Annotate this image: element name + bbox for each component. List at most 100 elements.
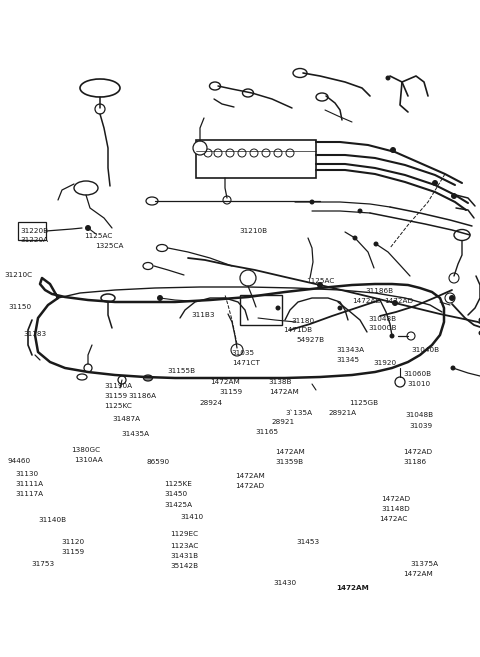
Text: 31753: 31753 — [31, 560, 54, 567]
Text: 31450: 31450 — [164, 491, 187, 497]
Text: 28921: 28921 — [271, 419, 294, 426]
Circle shape — [231, 344, 243, 356]
Circle shape — [451, 365, 456, 371]
Ellipse shape — [454, 229, 470, 240]
Ellipse shape — [80, 79, 120, 97]
Circle shape — [118, 376, 126, 384]
Text: 31120: 31120 — [61, 539, 84, 545]
Text: 31425A: 31425A — [164, 501, 192, 508]
Text: 1125GB: 1125GB — [349, 399, 379, 406]
Ellipse shape — [101, 294, 115, 302]
Circle shape — [226, 149, 234, 157]
Text: 31210C: 31210C — [5, 271, 33, 278]
Text: 31148D: 31148D — [382, 506, 410, 512]
Circle shape — [479, 317, 480, 323]
Circle shape — [407, 332, 415, 340]
Circle shape — [390, 147, 396, 153]
Circle shape — [157, 295, 163, 301]
Bar — [18, 222, 46, 240]
Text: 1310AA: 1310AA — [74, 457, 103, 463]
Text: 31410: 31410 — [180, 514, 203, 520]
Circle shape — [85, 225, 91, 231]
Text: 31159: 31159 — [220, 389, 243, 396]
Text: 1472AD: 1472AD — [352, 298, 381, 304]
Text: 31010: 31010 — [407, 381, 430, 388]
Text: 1471DB: 1471DB — [283, 327, 312, 334]
Text: 1125AC: 1125AC — [306, 278, 335, 284]
Text: 31431B: 31431B — [170, 553, 199, 559]
Circle shape — [449, 273, 459, 283]
Text: 31186A: 31186A — [129, 393, 157, 399]
Circle shape — [358, 208, 362, 214]
Text: 1472AM: 1472AM — [275, 449, 305, 455]
Text: 31375A: 31375A — [410, 560, 439, 567]
Text: 1472AM: 1472AM — [403, 570, 433, 577]
Text: 28924: 28924 — [199, 399, 222, 406]
Text: 31140B: 31140B — [38, 517, 67, 524]
Ellipse shape — [144, 375, 153, 381]
Text: 3138B: 3138B — [269, 379, 292, 386]
Circle shape — [432, 180, 438, 186]
Circle shape — [337, 306, 343, 311]
Text: 31487A: 31487A — [113, 415, 141, 422]
Text: 1472AC: 1472AC — [379, 516, 408, 522]
Circle shape — [392, 300, 398, 306]
Circle shape — [310, 200, 314, 204]
Text: 1472AM: 1472AM — [210, 379, 240, 386]
Circle shape — [238, 149, 246, 157]
Text: 31345: 31345 — [336, 357, 359, 363]
Text: 31435A: 31435A — [121, 430, 150, 437]
Text: 31155B: 31155B — [167, 368, 195, 374]
Text: 1380GC: 1380GC — [71, 447, 100, 453]
Text: 1472AD: 1472AD — [403, 449, 432, 455]
Circle shape — [352, 235, 358, 240]
Ellipse shape — [242, 89, 253, 97]
Circle shape — [262, 149, 270, 157]
Circle shape — [449, 295, 455, 301]
Circle shape — [286, 149, 294, 157]
Text: 31186B: 31186B — [366, 288, 394, 294]
Circle shape — [445, 293, 455, 303]
Circle shape — [95, 104, 105, 114]
Text: 35142B: 35142B — [170, 562, 199, 569]
Circle shape — [389, 334, 395, 338]
Text: 31048B: 31048B — [369, 315, 397, 322]
Text: 31183: 31183 — [23, 330, 46, 337]
Text: 31111A: 31111A — [15, 481, 44, 487]
Text: 31186: 31186 — [403, 459, 426, 465]
Text: 1125KC: 1125KC — [105, 403, 132, 409]
Ellipse shape — [146, 197, 158, 205]
Text: 1472AD: 1472AD — [382, 496, 411, 503]
Text: 31220B: 31220B — [20, 227, 48, 234]
Text: 31159: 31159 — [105, 393, 128, 399]
Circle shape — [479, 330, 480, 336]
Text: 1325CA: 1325CA — [95, 242, 123, 249]
Text: 86590: 86590 — [146, 459, 169, 465]
Text: 31220A: 31220A — [20, 237, 48, 244]
Text: 31159: 31159 — [61, 549, 84, 555]
Text: 1125AC: 1125AC — [84, 233, 112, 239]
Text: 31035: 31035 — [232, 350, 255, 357]
Text: 31359B: 31359B — [275, 459, 303, 465]
Circle shape — [274, 149, 282, 157]
Text: 28921A: 28921A — [329, 409, 357, 416]
Circle shape — [214, 149, 222, 157]
Text: 54927B: 54927B — [297, 337, 325, 344]
Circle shape — [317, 282, 323, 288]
Circle shape — [373, 242, 379, 246]
Circle shape — [451, 193, 457, 199]
Circle shape — [395, 377, 405, 387]
Text: 1472AD: 1472AD — [384, 298, 413, 304]
Circle shape — [84, 364, 92, 372]
Text: 31150: 31150 — [9, 304, 32, 311]
Ellipse shape — [156, 244, 168, 252]
Text: 31060B: 31060B — [403, 371, 432, 378]
Text: 31190A: 31190A — [105, 383, 133, 390]
Text: 94460: 94460 — [7, 457, 30, 464]
Text: 31453: 31453 — [297, 539, 320, 545]
Text: 31039: 31039 — [409, 422, 432, 429]
Ellipse shape — [77, 374, 87, 380]
Text: 31048B: 31048B — [406, 412, 434, 419]
Text: 31040B: 31040B — [412, 347, 440, 353]
Text: 1125KE: 1125KE — [164, 481, 192, 487]
